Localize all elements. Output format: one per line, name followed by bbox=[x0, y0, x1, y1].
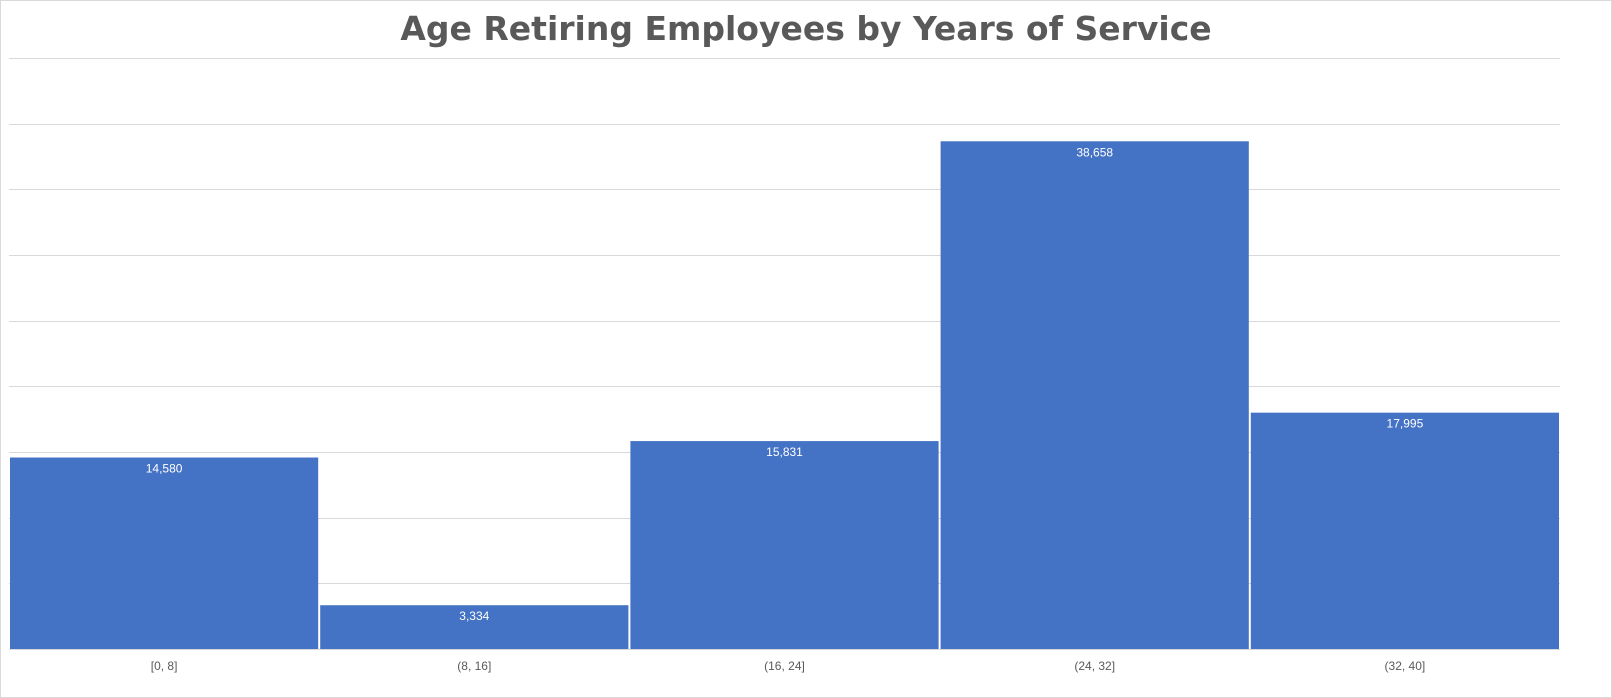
bar-3 bbox=[940, 141, 1249, 649]
data-label-4: 17,995 bbox=[1387, 417, 1424, 431]
x-axis-tick-labels: [0, 8] (8, 16] (16, 24] (24, 32] (32, 40] bbox=[151, 659, 1425, 673]
bar-2 bbox=[630, 441, 939, 649]
data-label-2: 15,831 bbox=[766, 445, 803, 459]
x-tick-label-0: [0, 8] bbox=[151, 659, 178, 673]
x-tick-label-1: (8, 16] bbox=[457, 659, 491, 673]
chart-title: Age Retiring Employees by Years of Servi… bbox=[400, 9, 1212, 48]
x-tick-label-2: (16, 24] bbox=[764, 659, 805, 673]
data-label-3: 38,658 bbox=[1076, 145, 1113, 159]
bar-4 bbox=[1250, 412, 1559, 649]
bars bbox=[10, 141, 1559, 649]
data-label-0: 14,580 bbox=[146, 462, 183, 476]
data-label-1: 3,334 bbox=[459, 609, 489, 623]
data-labels: 14,580 3,334 15,831 38,658 17,995 bbox=[146, 145, 1424, 623]
x-tick-label-3: (24, 32] bbox=[1074, 659, 1115, 673]
x-tick-label-4: (32, 40] bbox=[1385, 659, 1426, 673]
bar-1 bbox=[320, 605, 629, 649]
bar-0 bbox=[10, 457, 319, 649]
